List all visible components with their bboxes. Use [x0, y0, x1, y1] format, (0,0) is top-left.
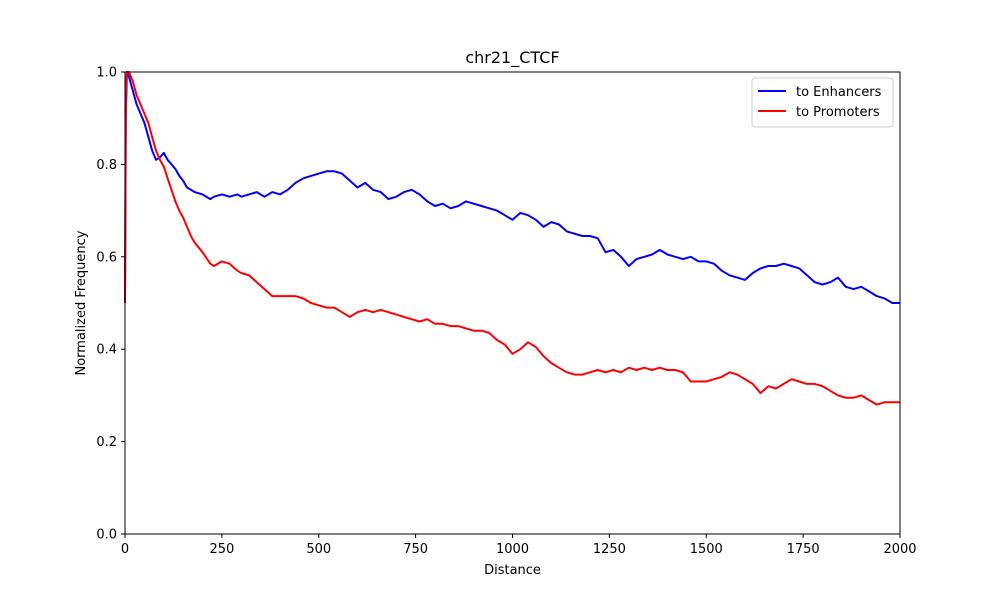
x-tick-label: 750	[403, 542, 428, 557]
x-tick-label: 500	[306, 542, 331, 557]
x-axis-ticks: 0 250 500 750 1000 1250 1500 1750 2000	[121, 534, 917, 557]
x-tick-label: 1500	[690, 542, 723, 557]
y-tick-label: 1.0	[96, 66, 117, 81]
series-line-to-promoters	[124, 71, 900, 406]
y-tick-label: 0.8	[96, 158, 117, 173]
y-tick-label: 0.4	[96, 343, 117, 358]
y-tick-label: 0.6	[96, 250, 117, 265]
x-tick-label: 1000	[496, 542, 529, 557]
legend: to Enhancers to Promoters	[751, 77, 894, 128]
y-tick-label: 0.0	[96, 528, 117, 543]
series-line-to-enhancers	[124, 71, 900, 304]
x-tick-label: 1750	[787, 542, 820, 557]
y-tick-label: 0.2	[96, 435, 117, 450]
chart-title: chr21_CTCF	[465, 48, 559, 68]
x-tick-label: 2000	[883, 542, 916, 557]
y-axis-label: Normalized Frequency	[74, 230, 89, 375]
x-axis-label: Distance	[484, 563, 541, 578]
y-axis-ticks: 0.0 0.2 0.4 0.6 0.8 1.0	[96, 66, 125, 543]
x-tick-label: 1250	[593, 542, 626, 557]
legend-label-enhancers: to Enhancers	[796, 85, 882, 100]
legend-box	[751, 77, 894, 128]
legend-label-promoters: to Promoters	[796, 105, 880, 120]
plot-lines	[124, 71, 900, 406]
x-tick-label: 250	[209, 542, 234, 557]
x-tick-label: 0	[121, 542, 129, 557]
